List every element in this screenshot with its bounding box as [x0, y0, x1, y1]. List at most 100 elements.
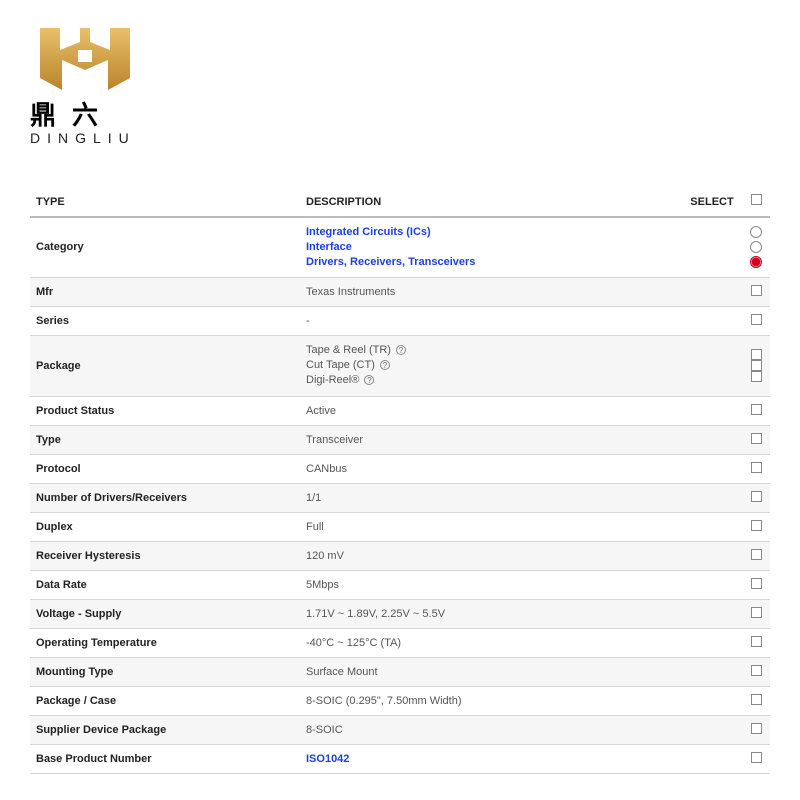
row-control: [742, 217, 770, 277]
package-option: Digi-Reel®: [306, 374, 362, 386]
row-checkbox[interactable]: [751, 665, 762, 676]
table-row: Series-: [30, 306, 770, 335]
table-row: Operating Temperature-40°C ~ 125°C (TA): [30, 628, 770, 657]
table-row: Receiver Hysteresis120 mV: [30, 541, 770, 570]
package-option: Cut Tape (CT): [306, 359, 378, 371]
row-select-spacer: [682, 217, 742, 277]
row-select-spacer: [682, 599, 742, 628]
row-checkbox[interactable]: [751, 404, 762, 415]
row-checkbox[interactable]: [751, 520, 762, 531]
row-control: [742, 512, 770, 541]
table-row: Base Product NumberISO1042: [30, 744, 770, 773]
row-checkbox[interactable]: [751, 694, 762, 705]
row-description: 1.71V ~ 1.89V, 2.25V ~ 5.5V: [300, 599, 682, 628]
brand-logo: 鼎六 DINGLIU: [30, 20, 770, 146]
row-description: ISO1042: [300, 744, 682, 773]
package-checkbox[interactable]: [751, 371, 762, 382]
category-radio[interactable]: [750, 241, 762, 253]
dingliu-mark-icon: [30, 20, 140, 98]
row-type-label: Mfr: [30, 277, 300, 306]
category-link[interactable]: Drivers, Receivers, Transceivers: [306, 256, 475, 268]
package-checkbox[interactable]: [751, 349, 762, 360]
row-description: Integrated Circuits (ICs) Interface Driver…: [300, 217, 682, 277]
help-icon[interactable]: ?: [380, 360, 390, 370]
category-link[interactable]: Integrated Circuits (ICs): [306, 226, 431, 238]
row-checkbox[interactable]: [751, 285, 762, 296]
category-radio[interactable]: [750, 256, 762, 268]
table-row: Product StatusActive: [30, 396, 770, 425]
help-icon[interactable]: ?: [364, 375, 374, 385]
row-description: Transceiver: [300, 425, 682, 454]
row-description: CANbus: [300, 454, 682, 483]
row-select-spacer: [682, 277, 742, 306]
row-type-label: Mounting Type: [30, 657, 300, 686]
row-type-label: Type: [30, 425, 300, 454]
row-select-spacer: [682, 306, 742, 335]
row-type-label: Supplier Device Package: [30, 715, 300, 744]
row-checkbox[interactable]: [751, 314, 762, 325]
row-checkbox[interactable]: [751, 607, 762, 618]
row-type-label: Receiver Hysteresis: [30, 541, 300, 570]
row-checkbox[interactable]: [751, 578, 762, 589]
table-row: DuplexFull: [30, 512, 770, 541]
row-control: [742, 628, 770, 657]
row-select-spacer: [682, 425, 742, 454]
row-select-spacer: [682, 454, 742, 483]
row-control: [742, 715, 770, 744]
row-checkbox[interactable]: [751, 752, 762, 763]
row-checkbox[interactable]: [751, 433, 762, 444]
help-icon[interactable]: ?: [396, 345, 406, 355]
row-description: Active: [300, 396, 682, 425]
row-select-spacer: [682, 483, 742, 512]
row-type-label: Number of Drivers/Receivers: [30, 483, 300, 512]
row-type-label: Product Status: [30, 396, 300, 425]
brand-name-cn: 鼎六: [30, 102, 770, 128]
row-description: -: [300, 306, 682, 335]
row-control: [742, 277, 770, 306]
row-select-spacer: [682, 628, 742, 657]
select-all-checkbox[interactable]: [751, 194, 762, 205]
table-row: ProtocolCANbus: [30, 454, 770, 483]
row-control: [742, 599, 770, 628]
row-select-spacer: [682, 715, 742, 744]
table-row: Number of Drivers/Receivers1/1: [30, 483, 770, 512]
package-checkbox[interactable]: [751, 360, 762, 371]
brand-name-latin: DINGLIU: [30, 130, 770, 146]
row-checkbox[interactable]: [751, 491, 762, 502]
category-radio[interactable]: [750, 226, 762, 238]
row-type-label: Series: [30, 306, 300, 335]
row-checkbox[interactable]: [751, 636, 762, 647]
table-row: Voltage - Supply1.71V ~ 1.89V, 2.25V ~ 5…: [30, 599, 770, 628]
row-control: [742, 686, 770, 715]
row-type-label: Duplex: [30, 512, 300, 541]
row-description: 1/1: [300, 483, 682, 512]
row-checkbox[interactable]: [751, 549, 762, 560]
table-row: TypeTransceiver: [30, 425, 770, 454]
row-type-label: Protocol: [30, 454, 300, 483]
row-checkbox[interactable]: [751, 723, 762, 734]
row-description: Texas Instruments: [300, 277, 682, 306]
col-ctl: [742, 186, 770, 217]
row-control: [742, 454, 770, 483]
table-row: PackageTape & Reel (TR) ?Cut Tape (CT) ?…: [30, 335, 770, 396]
col-desc: DESCRIPTION: [300, 186, 682, 217]
row-select-spacer: [682, 335, 742, 396]
product-link[interactable]: ISO1042: [306, 753, 349, 765]
row-description: Tape & Reel (TR) ?Cut Tape (CT) ?Digi-Re…: [300, 335, 682, 396]
row-type-label: Data Rate: [30, 570, 300, 599]
category-link[interactable]: Interface: [306, 241, 352, 253]
row-control: [742, 744, 770, 773]
row-description: 8-SOIC (0.295", 7.50mm Width): [300, 686, 682, 715]
row-description: 120 mV: [300, 541, 682, 570]
row-type-label: Package: [30, 335, 300, 396]
row-description: -40°C ~ 125°C (TA): [300, 628, 682, 657]
row-checkbox[interactable]: [751, 462, 762, 473]
row-select-spacer: [682, 570, 742, 599]
row-select-spacer: [682, 686, 742, 715]
table-row: CategoryIntegrated Circuits (ICs)Interfa…: [30, 217, 770, 277]
row-select-spacer: [682, 541, 742, 570]
row-description: 8-SOIC: [300, 715, 682, 744]
row-select-spacer: [682, 744, 742, 773]
spec-table: TYPE DESCRIPTION SELECT CategoryIntegrat…: [30, 186, 770, 774]
row-description: Surface Mount: [300, 657, 682, 686]
